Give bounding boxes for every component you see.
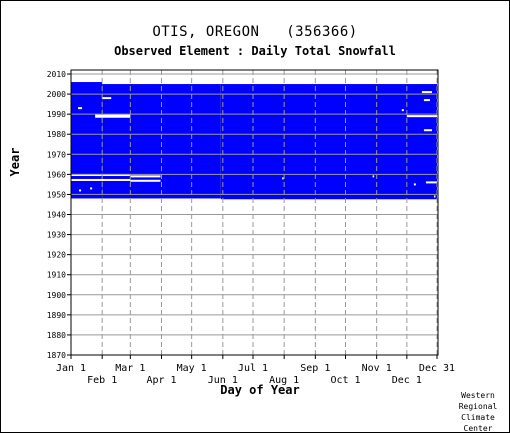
missing-gap-6	[71, 178, 131, 181]
x-tick-label-feb-1: Feb 1	[87, 375, 117, 386]
missing-gap-17	[282, 177, 284, 180]
missing-gap-1	[78, 107, 83, 110]
chart-subtitle: Observed Element : Daily Total Snowfall	[114, 44, 396, 58]
y-tick-label-1870: 1870	[47, 351, 66, 360]
missing-gap-12	[401, 109, 404, 112]
y-tick-label-1930: 1930	[47, 231, 66, 240]
chart-title: OTIS, OREGON (356366)	[152, 24, 358, 40]
x-tick-label-apr-1: Apr 1	[146, 375, 176, 386]
credit-text: Western Regional Climate Center	[458, 391, 498, 433]
x-tick-label-nov-1: Nov 1	[362, 363, 392, 374]
missing-gap-9	[90, 187, 93, 190]
missing-gap-18	[372, 175, 375, 178]
x-tick-label-sep-1: Sep 1	[300, 363, 330, 374]
y-tick-label-1910: 1910	[47, 271, 66, 280]
x-tick-label-may-1: May 1	[177, 363, 207, 374]
x-tick-label-oct-1: Oct 1	[330, 375, 360, 386]
y-axis-label: Year	[8, 147, 22, 177]
missing-gap-10	[421, 91, 432, 94]
y-tick-label-1960: 1960	[47, 170, 66, 179]
y-tick-label-1950: 1950	[47, 190, 66, 199]
data-coverage-block-0-1	[102, 84, 221, 199]
missing-gap-13	[406, 115, 437, 118]
x-tick-label-jul-1: Jul 1	[238, 363, 268, 374]
missing-gap-3	[95, 114, 131, 117]
x-tick-label-mar-1: Mar 1	[115, 363, 145, 374]
missing-gap-4	[71, 173, 131, 176]
missing-gap-7	[130, 179, 161, 182]
y-tick-label-2010: 2010	[47, 70, 66, 79]
x-tick-label-jun-1: Jun 1	[208, 375, 238, 386]
missing-gap-19	[433, 195, 436, 198]
missing-gap-11	[423, 99, 430, 102]
plot-border	[70, 69, 439, 356]
y-tick-label-1920: 1920	[47, 251, 66, 260]
y-tick-label-1890: 1890	[47, 311, 66, 320]
x-axis-label: Day of Year	[220, 383, 300, 397]
x-tick-label-dec-31: Dec 31	[419, 363, 455, 374]
missing-gap-16	[413, 183, 416, 186]
y-tick-label-1880: 1880	[47, 331, 66, 340]
x-tick-label-dec-1: Dec 1	[392, 375, 422, 386]
y-tick-label-2000: 2000	[47, 90, 66, 99]
y-tick-label-1980: 1980	[47, 130, 66, 139]
y-tick-label-1940: 1940	[47, 211, 66, 220]
x-tick-label-aug-1: Aug 1	[269, 375, 299, 386]
x-tick-label-jan-1: Jan 1	[56, 363, 86, 374]
data-coverage-block-1-1	[220, 84, 437, 200]
missing-gap-15	[425, 181, 437, 184]
data-coverage-block-0-0	[71, 82, 103, 199]
missing-gap-2	[95, 115, 131, 118]
missing-gap-5	[130, 175, 161, 178]
y-tick-label-1970: 1970	[47, 150, 66, 159]
missing-gap-8	[79, 189, 82, 192]
y-tick-label-1990: 1990	[47, 110, 66, 119]
missing-gap-14	[423, 129, 432, 132]
y-tick-label-1900: 1900	[47, 291, 66, 300]
missing-gap-0	[102, 97, 112, 100]
